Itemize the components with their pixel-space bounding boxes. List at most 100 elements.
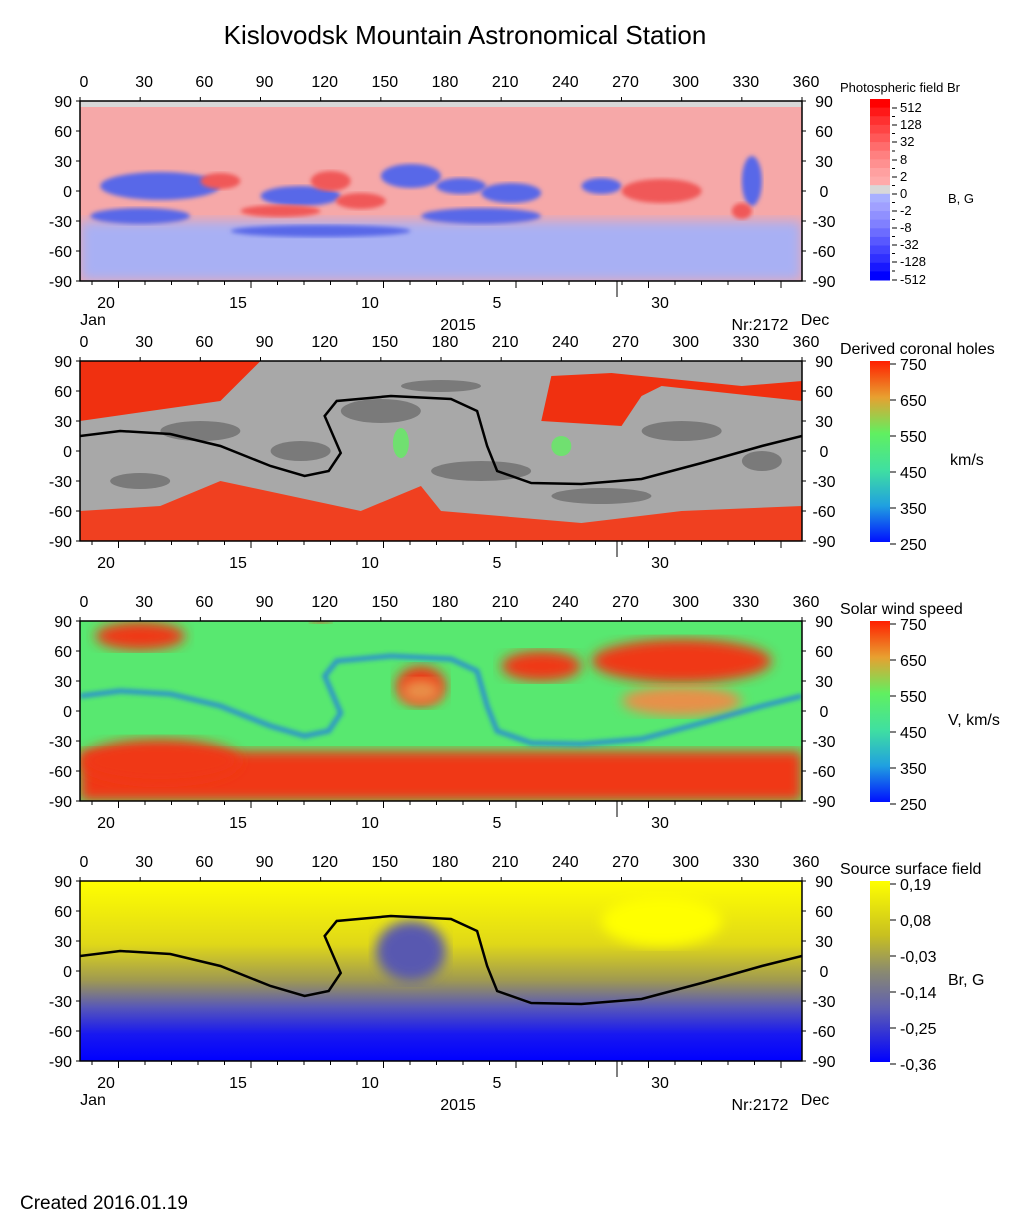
date-tick-label: 30 [651,815,669,832]
date-tick-label: 30 [651,1075,669,1092]
heatmap-region [581,178,622,194]
month-label-left: Jan [80,312,106,329]
date-tick-label: 5 [493,815,502,832]
y-tick-label-left: 90 [54,94,72,111]
y-tick-label-left: 60 [54,644,72,661]
colorbar-tick-label: 32 [900,134,914,149]
colorbar-segment [870,133,890,143]
colorbar-tick-label: -0,03 [900,949,937,966]
x-tick-label: 300 [672,74,699,91]
y-tick-label-right: 90 [815,94,833,111]
y-tick-label-right: 90 [815,354,833,371]
speed-minimum-line [80,653,802,747]
x-tick-label: 30 [135,334,153,351]
y-tick-label-right: -30 [812,474,835,491]
x-tick-label: 0 [80,334,89,351]
date-tick-label: 30 [651,555,669,572]
x-tick-label: 60 [195,594,213,611]
heatmap [80,881,802,1061]
y-tick-label-right: 0 [820,964,829,981]
colorbar-tick-label: 0 [900,186,907,201]
colorbar-tick-label: 0,19 [900,877,931,894]
y-tick-label-left: 30 [54,934,72,951]
heatmap [80,621,802,801]
x-tick-label: 210 [492,334,519,351]
colorbar-tick-label: 250 [900,797,927,814]
date-tick-label: 15 [229,295,247,312]
x-tick-label: 30 [135,594,153,611]
x-tick-label: 60 [195,854,213,871]
date-tick-label: 20 [97,1075,115,1092]
y-tick-label-left: -60 [49,1024,72,1041]
date-tick-label: 10 [361,1075,379,1092]
x-tick-label: 210 [492,854,519,871]
y-tick-label-right: -90 [812,534,835,551]
heatmap-region [230,225,411,237]
colorbar-tick-label: 750 [900,617,927,634]
y-tick-label-left: 60 [54,384,72,401]
y-tick-label-right: -30 [812,214,835,231]
heatmap [80,101,802,281]
x-tick-label: 270 [612,594,639,611]
colorbar-segment [870,185,890,195]
y-tick-label-right: -90 [812,274,835,291]
heatmap-region [551,488,652,504]
date-tick-label: 5 [493,555,502,572]
heatmap-region [400,679,441,703]
heatmap-region [335,193,386,209]
y-tick-label-left: -90 [49,1054,72,1071]
colorbar-tick-label: -32 [900,237,919,252]
x-tick-label: 180 [432,854,459,871]
heatmap-region [392,428,409,458]
date-tick-label: 20 [97,295,115,312]
y-tick-label-right: -30 [812,994,835,1011]
x-tick-label: 0 [80,594,89,611]
colorbar-tick-label: -128 [900,254,926,269]
year-label: 2015 [440,317,476,334]
created-date: Created 2016.01.19 [20,1193,188,1214]
heatmap-region [601,896,722,946]
colorbar-tick-label: 350 [900,501,927,518]
date-tick-label: 10 [361,555,379,572]
colorbar-label: km/s [950,452,984,469]
y-tick-label-right: 60 [815,384,833,401]
heatmap-region [310,171,351,191]
heatmap-region [160,421,241,441]
y-tick-label-left: 90 [54,614,72,631]
y-tick-label-right: -90 [812,1054,835,1071]
colorbar-tick-label: 0,08 [900,913,931,930]
colorbar-segment [870,236,890,247]
colorbar [870,881,890,1062]
colorbar-segment [870,176,890,186]
x-tick-label: 120 [311,854,338,871]
y-tick-label-right: 90 [815,874,833,891]
x-tick-label: 0 [80,74,89,91]
colorbar-tick-label: -512 [900,272,926,287]
colorbar-tick-label: 550 [900,689,927,706]
heatmap-region [551,436,572,456]
colorbar-tick-label: -0,36 [900,1057,937,1074]
coronal-hole-south [80,481,802,541]
y-tick-label-left: 90 [54,354,72,371]
x-tick-label: 30 [135,74,153,91]
heatmap-region [741,156,762,206]
y-tick-label-right: 60 [815,904,833,921]
colorbar-tick-label: 128 [900,117,922,132]
date-tick-label: 15 [229,1075,247,1092]
colorbar-segment [870,142,890,152]
x-tick-label: 240 [552,334,579,351]
colorbar-label: V, km/s [948,712,1000,729]
date-tick-label: 15 [229,555,247,572]
x-tick-label: 300 [672,334,699,351]
x-tick-label: 300 [672,594,699,611]
colorbar-segment [870,150,890,160]
y-tick-label-right: -90 [812,794,835,811]
colorbar-tick-label: 650 [900,653,927,670]
y-tick-label-left: -60 [49,504,72,521]
x-tick-label: 210 [492,594,519,611]
y-tick-label-right: -30 [812,734,835,751]
x-tick-label: 240 [552,854,579,871]
coronal-hole-north [80,361,802,426]
